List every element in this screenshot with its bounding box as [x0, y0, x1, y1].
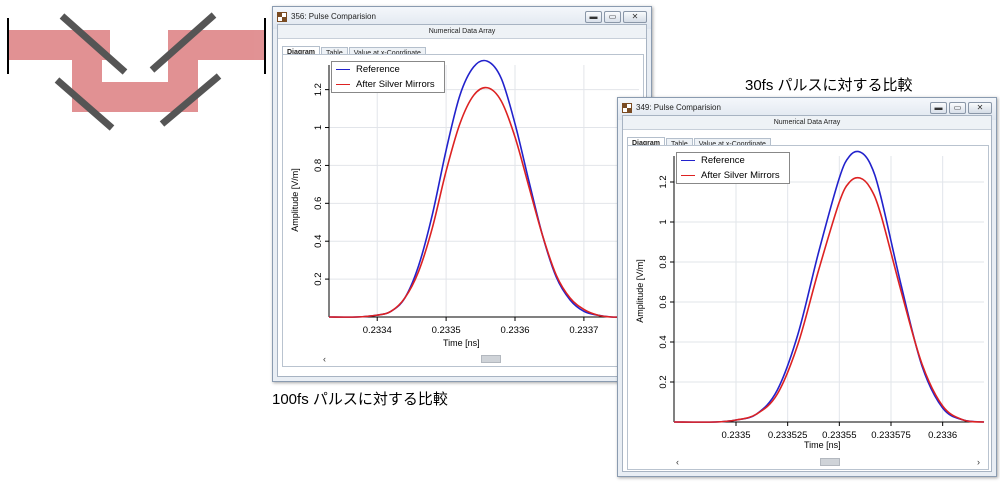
- x-tick-label: 0.2334: [363, 325, 392, 336]
- scroll-left-arrow-icon[interactable]: ‹: [676, 457, 679, 467]
- y-tick-label: 1.2: [658, 175, 669, 188]
- y-tick-label: 0.8: [313, 159, 324, 172]
- y-tick-label: 1: [313, 125, 324, 130]
- x-axis-label: Time [ns]: [804, 440, 841, 450]
- close-button[interactable]: ✕: [623, 11, 647, 23]
- x-tick-label: 0.2335: [432, 325, 461, 336]
- series-line-after-silver-mirrors: [328, 86, 639, 318]
- y-tick-label: 0.6: [658, 295, 669, 308]
- x-axis-label: Time [ns]: [443, 338, 480, 348]
- x-tick-label: 0.233525: [768, 430, 808, 441]
- y-tick-label: 0.4: [313, 235, 324, 248]
- panel-subtitle: Numerical Data Array: [278, 25, 646, 39]
- pulse-window-349: 349: Pulse Comparision ▬ ▭ ✕ Numerical D…: [617, 97, 997, 477]
- data-panel: Numerical Data Array DiagramTableValue a…: [622, 115, 992, 472]
- y-tick-label: 0.8: [658, 255, 669, 268]
- horizontal-scrollbar[interactable]: ‹ ›: [630, 456, 986, 468]
- maximize-button[interactable]: ▭: [949, 102, 966, 114]
- scroll-right-arrow-icon[interactable]: ›: [977, 457, 980, 467]
- app-icon: [277, 12, 287, 22]
- scroll-left-arrow-icon[interactable]: ‹: [323, 354, 326, 364]
- legend-item-reference: Reference: [336, 64, 400, 78]
- plot-area[interactable]: 0.2335 0.233525 0.23355 0.233575 0.2336 0.2 0.…: [627, 145, 989, 470]
- minimize-button[interactable]: ▬: [930, 102, 947, 114]
- legend-label: Reference: [701, 155, 745, 166]
- mirror-beam-diagram: [7, 12, 266, 131]
- y-tick-label: 1: [658, 219, 669, 224]
- scroll-thumb[interactable]: [481, 355, 501, 363]
- tab-bar: DiagramTableValue at x-Coordinate: [282, 41, 427, 59]
- mirror-lower-left: [54, 77, 115, 131]
- legend-line-reference: [681, 159, 695, 161]
- y-tick-label: 0.2: [658, 375, 669, 388]
- scroll-thumb[interactable]: [820, 458, 840, 466]
- x-tick-label: 0.2336: [928, 430, 957, 441]
- legend-item-reference: Reference: [681, 155, 745, 169]
- legend: Reference After Silver Mirrors: [676, 152, 790, 184]
- tab-bar: DiagramTableValue at x-Coordinate: [627, 132, 772, 150]
- title-bar: 356: Pulse Comparision ▬ ▭ ✕: [273, 7, 651, 29]
- legend-item-after: After Silver Mirrors: [336, 79, 435, 93]
- y-tick-label: 1.2: [313, 83, 324, 96]
- mirror-lower-right: [159, 73, 222, 127]
- y-axis-label: Amplitude [V/m]: [290, 168, 300, 232]
- x-tick-label: 0.2335: [721, 430, 750, 441]
- x-tick-label: 0.2336: [500, 325, 529, 336]
- pulse-window-356: 356: Pulse Comparision ▬ ▭ ✕ Numerical D…: [272, 6, 652, 382]
- y-tick-label: 0.2: [313, 272, 324, 285]
- app-icon: [622, 103, 632, 113]
- title-bar: 349: Pulse Comparision ▬ ▭ ✕: [618, 98, 996, 120]
- x-tick-label: 0.23355: [822, 430, 856, 441]
- legend-item-after: After Silver Mirrors: [681, 170, 780, 184]
- legend-label: After Silver Mirrors: [356, 79, 435, 90]
- window-title: 349: Pulse Comparision: [636, 103, 721, 112]
- x-tick-label: 0.2337: [569, 325, 598, 336]
- legend-label: After Silver Mirrors: [701, 170, 780, 181]
- y-axis-label: Amplitude [V/m]: [635, 259, 645, 323]
- caption-30fs: 30fs パルスに対する比較: [745, 77, 913, 94]
- series-line-after-silver-mirrors: [673, 176, 985, 423]
- legend-label: Reference: [356, 64, 400, 75]
- maximize-button[interactable]: ▭: [604, 11, 621, 23]
- legend-line-reference: [336, 68, 350, 70]
- legend-line-after: [336, 83, 350, 85]
- horizontal-scrollbar[interactable]: ‹ ›: [285, 353, 641, 365]
- close-button[interactable]: ✕: [968, 102, 992, 114]
- panel-subtitle: Numerical Data Array: [623, 116, 991, 130]
- plot-area[interactable]: 0.2334 0.2335 0.2336 0.2337 0.2 0.4 0.6 0.8 1 1.2…: [282, 54, 644, 367]
- mirror-upper-right: [149, 12, 217, 73]
- mirror-upper-left: [59, 13, 128, 75]
- caption-100fs: 100fs パルスに対する比較: [272, 391, 448, 408]
- data-panel: Numerical Data Array DiagramTableValue a…: [277, 24, 647, 377]
- window-title: 356: Pulse Comparision: [291, 12, 376, 21]
- y-tick-label: 0.6: [313, 197, 324, 210]
- legend-line-after: [681, 174, 695, 176]
- y-tick-label: 0.4: [658, 335, 669, 348]
- minimize-button[interactable]: ▬: [585, 11, 602, 23]
- legend: Reference After Silver Mirrors: [331, 61, 445, 93]
- beam-bottom: [102, 82, 170, 112]
- x-tick-label: 0.233575: [871, 430, 911, 441]
